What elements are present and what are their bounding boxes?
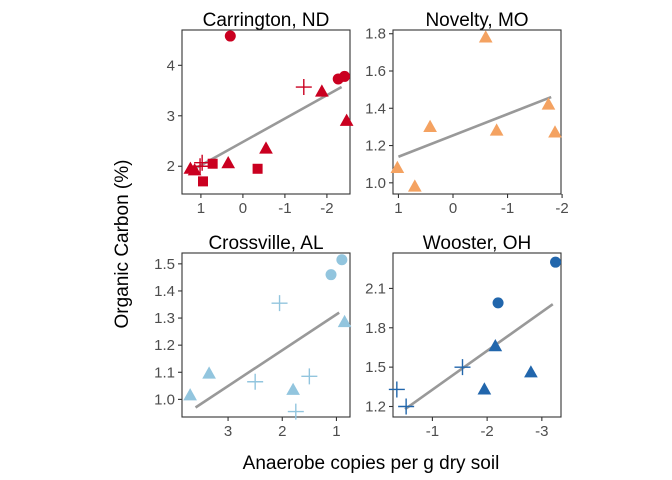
y-tick-label: 1.2 xyxy=(365,399,386,416)
data-point-triangle xyxy=(478,30,493,43)
data-point-triangle xyxy=(477,382,492,395)
data-point-circle xyxy=(492,297,504,309)
data-point-square xyxy=(207,158,218,169)
panel-crossville-al: Crossville, AL 1.0 1.1 1.2 1.3 1.4 1.5 3 2 1 xyxy=(154,233,352,440)
panel-wooster-oh: Wooster, OH 1.2 1.5 1.8 2.1 -1 -2 -3 xyxy=(365,233,562,440)
data-point-triangle xyxy=(259,141,273,154)
data-point-circle xyxy=(224,30,236,42)
x-tick-label: 1 xyxy=(394,200,402,217)
x-tick-label: -2 xyxy=(320,200,333,217)
x-tick-label: -1 xyxy=(501,200,514,217)
y-tick-label: 2 xyxy=(167,158,175,175)
panel-frame xyxy=(392,252,562,418)
data-point-cross xyxy=(295,79,312,96)
data-point-cross xyxy=(398,398,415,415)
panel-title: Wooster, OH xyxy=(423,233,531,254)
y-tick-label: 2.1 xyxy=(365,280,386,297)
data-point-cross xyxy=(194,154,211,171)
data-point-cross xyxy=(192,158,209,175)
data-point-triangle xyxy=(548,125,562,138)
panel-title: Novelty, MO xyxy=(425,10,528,31)
x-tick-label: -1 xyxy=(278,200,291,217)
panel-title: Crossville, AL xyxy=(208,233,323,254)
data-point-triangle xyxy=(423,119,437,132)
fit-line xyxy=(404,303,554,411)
y-tick-label: 3 xyxy=(167,108,175,125)
y-tick-label: 1.6 xyxy=(365,63,386,80)
y-tick-label: 1.4 xyxy=(365,100,386,117)
y-tick-label: 1.3 xyxy=(154,310,175,327)
panel-frame xyxy=(181,29,351,195)
data-point-triangle xyxy=(337,314,352,328)
panel-title: Carrington, ND xyxy=(203,10,330,31)
y-axis-label: Organic Carbon (%) xyxy=(112,160,133,329)
data-point-triangle xyxy=(286,382,300,395)
y-tick-label: 1.5 xyxy=(154,256,175,273)
x-tick-label: -2 xyxy=(555,200,568,217)
x-tick-label: -3 xyxy=(535,423,548,440)
data-point-triangle xyxy=(524,365,538,378)
x-tick-label: 0 xyxy=(449,200,457,217)
data-point-triangle xyxy=(390,160,405,173)
data-point-circle xyxy=(325,269,337,281)
data-point-triangle xyxy=(541,97,556,110)
y-tick-label: 1.4 xyxy=(154,283,175,300)
y-tick-label: 1.2 xyxy=(154,337,175,354)
data-point-triangle xyxy=(221,156,236,169)
fit-line xyxy=(194,311,340,409)
data-point-circle xyxy=(336,254,348,266)
data-point-cross xyxy=(287,403,304,420)
x-tick-label: 3 xyxy=(224,423,232,440)
data-point-cross xyxy=(247,373,264,390)
data-point-circle xyxy=(550,256,562,268)
y-tick-label: 1.8 xyxy=(365,320,386,337)
data-point-triangle xyxy=(339,113,354,126)
panel-carrington-nd: Carrington, ND 2 3 4 1 0 -1 -2 xyxy=(167,10,354,217)
panel-frame xyxy=(181,252,351,418)
x-tick-label: 1 xyxy=(332,423,340,440)
fit-line xyxy=(187,85,343,174)
y-tick-label: 1.2 xyxy=(365,138,386,155)
x-axis-label: Anaerobe copies per g dry soil xyxy=(243,453,500,474)
y-tick-label: 1.5 xyxy=(365,359,386,376)
y-tick-label: 1.1 xyxy=(154,364,175,381)
data-point-square xyxy=(198,176,208,187)
y-tick-label: 1.0 xyxy=(365,175,386,192)
panel-novelty-mo: Novelty, MO 1.0 1.2 1.4 1.6 1.8 1 0 -1 -2 xyxy=(365,10,569,217)
data-point-triangle xyxy=(187,163,202,176)
data-point-cross xyxy=(388,381,405,398)
x-tick-label: -1 xyxy=(426,423,439,440)
data-point-cross xyxy=(301,368,318,385)
y-tick-label: 1.8 xyxy=(365,26,386,43)
x-tick-label: -2 xyxy=(480,423,493,440)
data-point-cross xyxy=(454,359,471,376)
facet-panels: Carrington, ND 2 3 4 1 0 -1 -2 Novelty, MO 1.0 1.2… xyxy=(154,10,569,440)
data-point-triangle xyxy=(489,123,504,136)
panel-frame xyxy=(392,29,562,195)
y-tick-label: 4 xyxy=(167,57,175,74)
data-point-triangle xyxy=(202,366,216,379)
fit-line xyxy=(397,95,552,158)
data-point-triangle xyxy=(183,388,197,401)
data-point-circle xyxy=(339,70,351,82)
data-point-cross xyxy=(271,295,288,312)
x-tick-label: 2 xyxy=(278,423,286,440)
data-point-triangle xyxy=(488,338,503,352)
data-point-triangle xyxy=(315,84,329,97)
x-tick-label: 0 xyxy=(239,200,247,217)
data-point-square xyxy=(252,163,263,174)
y-tick-label: 1.0 xyxy=(154,391,175,408)
data-point-triangle xyxy=(407,179,422,192)
x-tick-label: 1 xyxy=(197,200,205,217)
